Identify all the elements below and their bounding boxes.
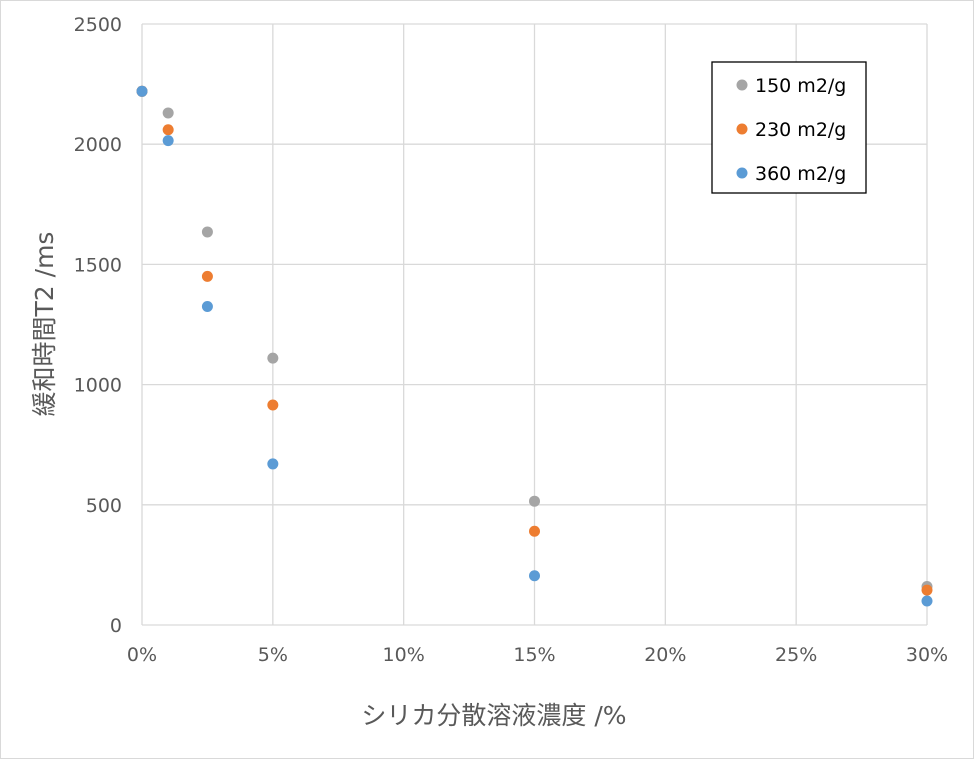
- y-tick-label: 500: [86, 495, 122, 517]
- x-axis-ticks: 0% 5% 10% 15% 20% 25% 30%: [127, 644, 948, 666]
- legend-marker: [736, 123, 748, 135]
- legend-label: 230 m2/g: [755, 119, 846, 141]
- y-tick-label: 1500: [74, 254, 122, 276]
- x-tick-label: 15%: [513, 644, 555, 666]
- y-tick-label: 0: [110, 615, 122, 637]
- x-axis-title: シリカ分散溶液濃度 /%: [361, 701, 626, 730]
- data-point: [529, 525, 540, 537]
- data-point: [201, 270, 213, 282]
- x-tick-label: 30%: [906, 644, 948, 666]
- y-axis-ticks: 0 500 1000 1500 2000 2500: [74, 14, 122, 637]
- legend-marker: [736, 79, 748, 91]
- legend: 150 m2/g 230 m2/g 360 m2/g: [711, 61, 867, 194]
- data-point: [201, 300, 213, 312]
- data-point: [267, 399, 279, 411]
- legend-marker: [736, 167, 748, 179]
- x-tick-label: 5%: [258, 644, 288, 666]
- data-point: [529, 570, 540, 582]
- data-point: [136, 85, 148, 97]
- grid: [141, 23, 928, 626]
- legend-label: 150 m2/g: [755, 75, 846, 97]
- x-tick-label: 10%: [383, 644, 425, 666]
- legend-label: 360 m2/g: [755, 163, 846, 185]
- data-point: [162, 135, 174, 147]
- series-3: [136, 85, 933, 607]
- data-point: [162, 107, 174, 119]
- data-point: [921, 584, 933, 596]
- x-tick-label: 0%: [127, 644, 157, 666]
- data-point: [162, 124, 174, 136]
- data-point: [267, 458, 279, 470]
- data-point: [921, 595, 933, 607]
- y-tick-label: 1000: [74, 375, 122, 397]
- data-points: [136, 85, 933, 607]
- y-axis-title: 緩和時間T2 /ms: [30, 232, 59, 417]
- data-point: [201, 226, 213, 238]
- data-point: [267, 352, 279, 364]
- y-tick-label: 2500: [74, 14, 122, 36]
- x-tick-label: 20%: [644, 644, 686, 666]
- x-tick-label: 25%: [775, 644, 817, 666]
- data-point: [529, 495, 540, 507]
- y-tick-label: 2000: [74, 134, 122, 156]
